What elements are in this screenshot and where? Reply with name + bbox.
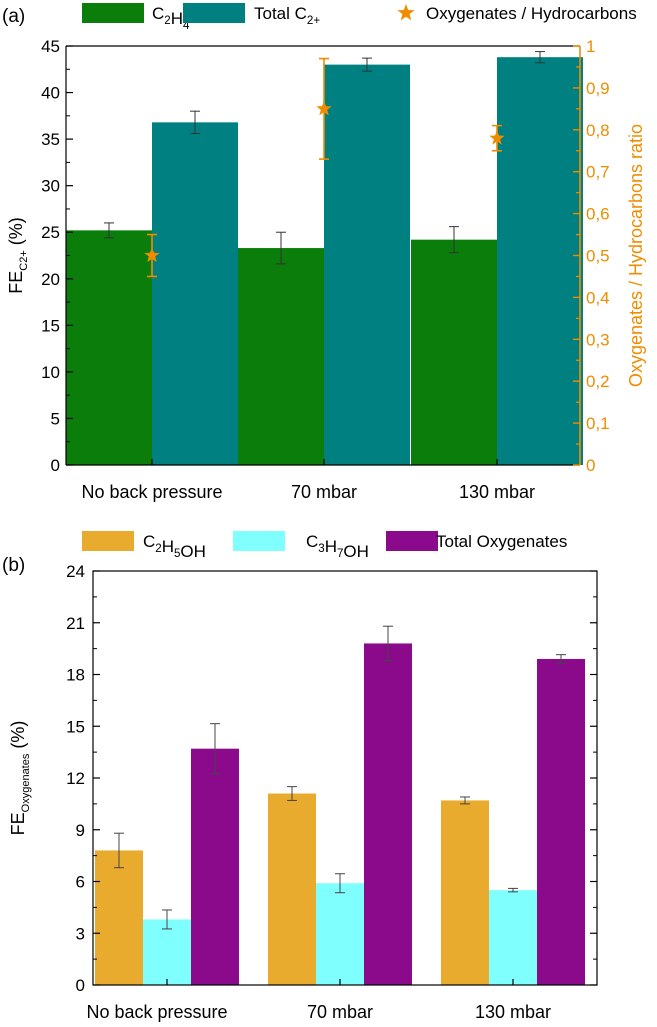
y2tick-label-a-2: 0,2 xyxy=(586,372,610,391)
ratio-point-c0 xyxy=(144,247,160,262)
bar-a-s0-c2 xyxy=(411,239,497,465)
xtick-label-b-1: 70 mbar xyxy=(307,1002,373,1022)
legend-label-b-1: C3H7OH xyxy=(306,532,369,561)
y2tick-label-a-5: 0,5 xyxy=(586,247,610,266)
legend-label-a-ratio: Oxygenates / Hydrocarbons xyxy=(426,4,637,23)
legend-label-b-0: C2H5OH xyxy=(143,532,206,561)
ylabel-b: FEOxygenates (%) xyxy=(8,721,32,836)
ytick-label-a-7: 35 xyxy=(41,130,60,149)
ylabel-b-text: FEOxygenates (%) xyxy=(8,721,32,836)
legend-label-b-2: Total Oxygenates xyxy=(436,532,567,551)
bar-a-s0-c1 xyxy=(238,248,324,465)
bar-a-s0-c0 xyxy=(66,230,152,465)
bar-b-s0-c0 xyxy=(95,850,143,985)
xtick-label-b-0: No back pressure xyxy=(86,1002,227,1022)
legend-swatch-a-1 xyxy=(183,3,245,23)
legend-swatch-b-0 xyxy=(82,531,134,551)
ytick-label-a-9: 45 xyxy=(41,37,60,56)
bar-b-s2-c2 xyxy=(537,658,585,985)
legend-swatch-a-0 xyxy=(82,3,144,23)
legend-swatch-b-2 xyxy=(386,531,438,551)
ytick-label-a-4: 20 xyxy=(41,270,60,289)
bar-b-s1-c1 xyxy=(316,883,364,985)
y2tick-label-a-8: 0,8 xyxy=(586,121,610,140)
y2label-a: Oxygenates / Hydrocarbons ratio xyxy=(626,124,646,387)
panel-label-b: (b) xyxy=(2,555,25,576)
xtick-label-a-1: 70 mbar xyxy=(291,482,357,502)
legend-swatch-b-1 xyxy=(233,531,285,551)
bar-b-s0-c2 xyxy=(441,800,489,985)
bar-b-s1-c0 xyxy=(143,919,191,985)
bar-b-s2-c0 xyxy=(191,748,239,985)
xtick-label-a-0: No back pressure xyxy=(81,482,222,502)
legend-label-a-0: C2H4 xyxy=(152,4,190,32)
y2tick-label-a-9: 0,9 xyxy=(586,79,610,98)
y2tick-label-a-0: 0 xyxy=(586,456,595,475)
ytick-label-a-3: 15 xyxy=(41,316,60,335)
ytick-label-a-2: 10 xyxy=(41,363,60,382)
y2tick-label-a-6: 0,6 xyxy=(586,205,610,224)
bar-b-s2-c1 xyxy=(364,643,412,985)
ytick-label-b-4: 12 xyxy=(66,769,85,788)
ytick-label-a-1: 5 xyxy=(51,409,60,428)
bar-a-s1-c1 xyxy=(324,64,410,465)
y2tick-label-a-7: 0,7 xyxy=(586,163,610,182)
xtick-label-b-2: 130 mbar xyxy=(475,1002,551,1022)
ytick-label-b-6: 18 xyxy=(66,666,85,685)
bar-a-s1-c0 xyxy=(152,122,238,466)
panel-label-a: (a) xyxy=(2,6,25,27)
y2tick-label-a-1: 0,1 xyxy=(586,414,610,433)
y2label-a-text: Oxygenates / Hydrocarbons ratio xyxy=(626,124,646,387)
ratio-point-c1 xyxy=(316,100,332,116)
ytick-label-b-5: 15 xyxy=(66,717,85,736)
ytick-label-b-0: 0 xyxy=(76,976,85,995)
ytick-label-b-7: 21 xyxy=(66,614,85,633)
ytick-label-a-5: 25 xyxy=(41,223,60,242)
ytick-label-b-8: 24 xyxy=(66,562,85,581)
ylabel-a: FEC2+ (%) xyxy=(6,217,30,294)
y2tick-label-a-10: 1 xyxy=(586,37,595,56)
bar-a-s1-c2 xyxy=(497,57,583,465)
ytick-label-a-6: 30 xyxy=(41,177,60,196)
ytick-label-b-3: 9 xyxy=(76,821,85,840)
ytick-label-a-0: 0 xyxy=(51,456,60,475)
ylabel-a-text: FEC2+ (%) xyxy=(6,217,30,294)
ytick-label-a-8: 40 xyxy=(41,84,60,103)
legend-marker-a-ratio xyxy=(397,4,415,21)
ytick-label-b-2: 6 xyxy=(76,873,85,892)
bar-b-s0-c1 xyxy=(268,793,316,985)
xtick-label-a-2: 130 mbar xyxy=(459,482,535,502)
y2tick-label-a-4: 0,4 xyxy=(586,288,610,307)
ratio-point-c2 xyxy=(489,130,505,145)
y2tick-label-a-3: 0,3 xyxy=(586,330,610,349)
legend-label-a-1: Total C2+ xyxy=(254,4,320,27)
bar-b-s1-c2 xyxy=(489,890,537,985)
ytick-label-b-1: 3 xyxy=(76,924,85,943)
